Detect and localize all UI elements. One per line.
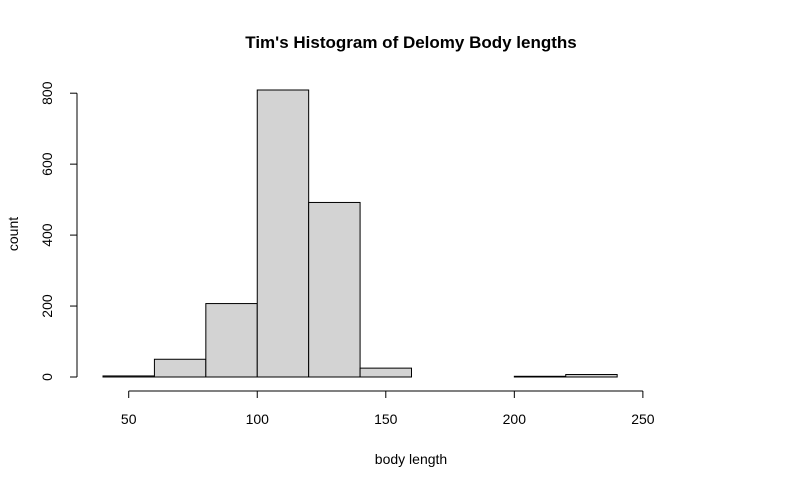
x-tick-label-200: 200 xyxy=(503,411,527,427)
x-tick-label-250: 250 xyxy=(631,411,655,427)
histogram-bar-9 xyxy=(513,375,567,378)
x-axis: 50 100 150 200 250 xyxy=(121,390,655,427)
y-tick-label-400: 400 xyxy=(39,223,55,247)
histogram-bar-1 xyxy=(102,375,155,378)
histogram-bar-4 xyxy=(256,89,310,378)
y-axis: 0 200 400 600 800 xyxy=(39,81,78,381)
histogram-bar-2 xyxy=(153,358,207,378)
x-tick-label-50: 50 xyxy=(121,411,137,427)
x-axis-label: body length xyxy=(375,451,447,467)
y-axis-label: count xyxy=(5,217,21,251)
y-tick-label-200: 200 xyxy=(39,294,55,318)
histogram-bar-10 xyxy=(565,374,618,378)
y-tick-label-800: 800 xyxy=(39,81,55,105)
chart-title: Tim's Histogram of Delomy Body lengths xyxy=(245,33,577,52)
histogram-bars xyxy=(102,89,618,378)
y-tick-label-0: 0 xyxy=(39,373,55,381)
x-tick-label-150: 150 xyxy=(374,411,398,427)
histogram-bar-3 xyxy=(205,303,258,378)
histogram-bar-6 xyxy=(359,367,413,378)
x-tick-label-100: 100 xyxy=(246,411,270,427)
histogram-bar-5 xyxy=(308,201,361,378)
y-tick-label-600: 600 xyxy=(39,152,55,176)
